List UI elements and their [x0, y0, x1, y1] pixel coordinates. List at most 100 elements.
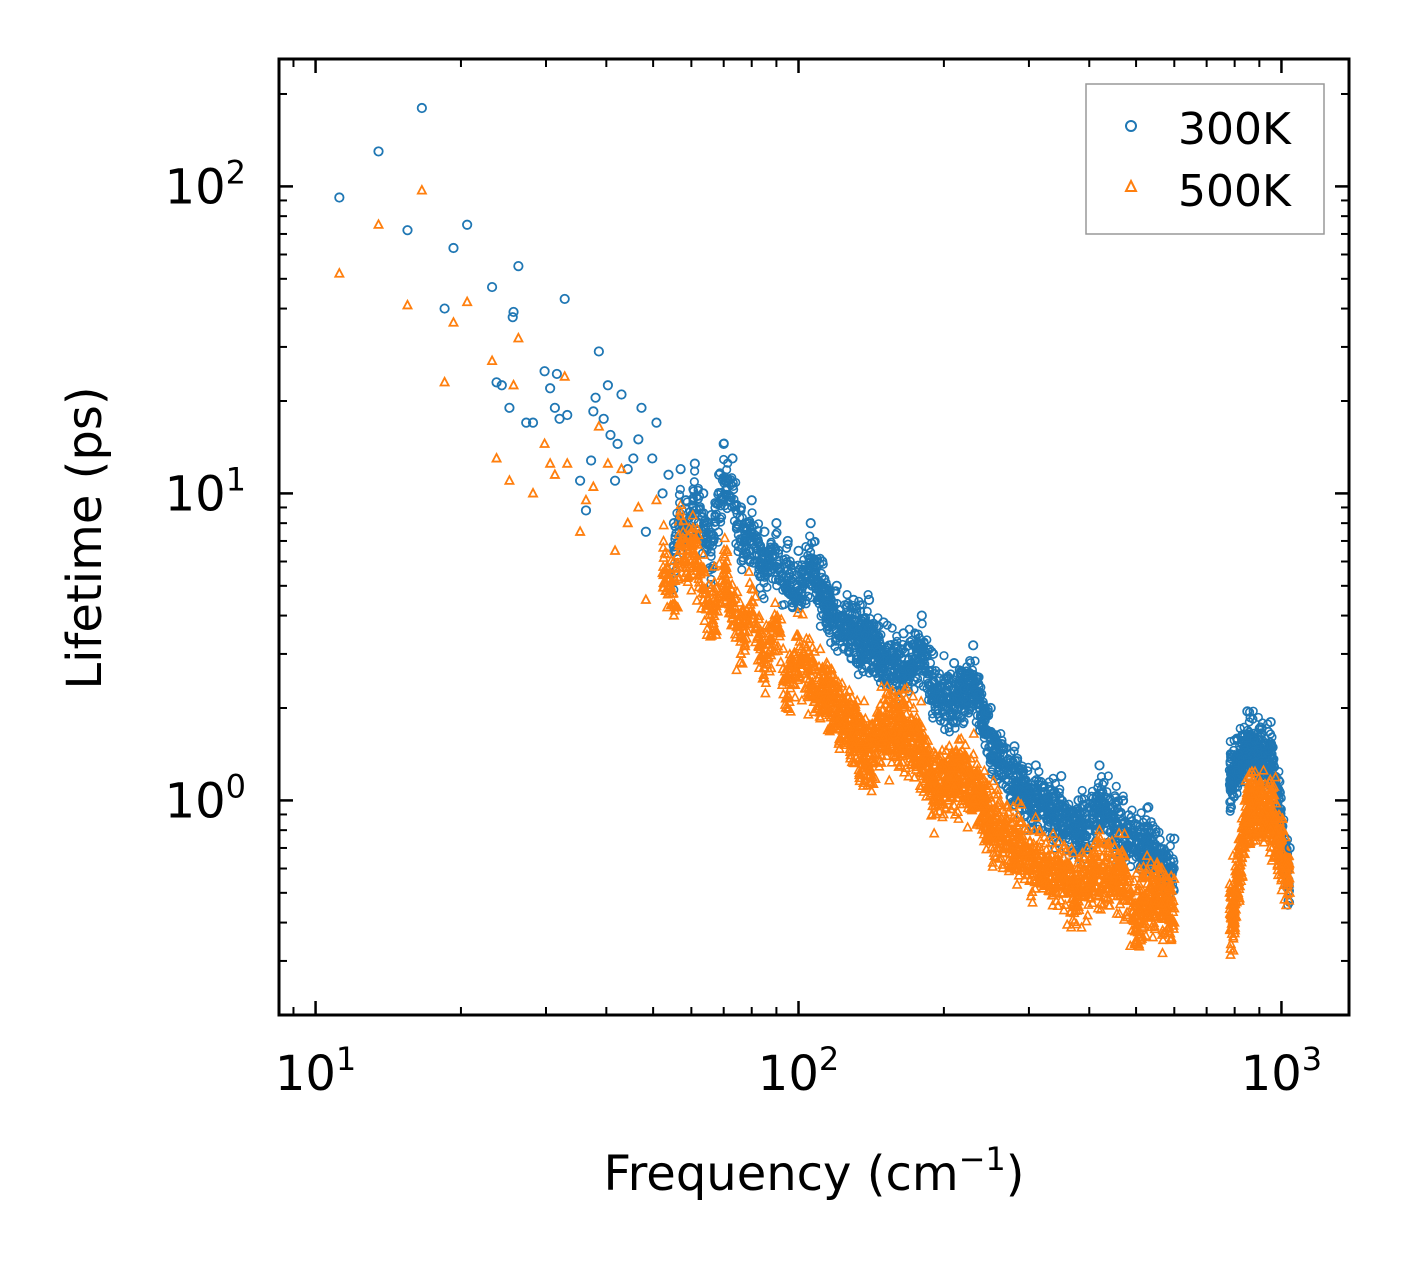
point-300k-dense	[994, 757, 1004, 767]
point-300k-dense	[1150, 829, 1160, 839]
point-300k-dense	[1102, 809, 1112, 819]
point-300k-dense	[917, 654, 927, 664]
point-300k-dense	[1263, 766, 1273, 776]
point-300k-dense	[1003, 783, 1013, 793]
point-300k-dense	[863, 589, 873, 600]
point-300k-dense	[1118, 819, 1128, 829]
point-300k-dense	[689, 477, 699, 487]
point-300k-dense	[942, 685, 953, 696]
point-300k-dense	[1093, 778, 1104, 788]
point-300k-dense	[1025, 785, 1035, 795]
point-300k-dense	[737, 534, 747, 544]
point-300k-dense	[933, 681, 943, 691]
point-300k-dense	[815, 559, 825, 569]
point-300k-dense	[924, 680, 934, 690]
point-300k-dense	[891, 674, 902, 684]
point-300k-dense	[1010, 756, 1020, 766]
point-300k-dense	[793, 592, 804, 602]
point-300k-dense	[717, 512, 727, 522]
point-300k-dense	[948, 708, 958, 719]
point-300k-dense	[1111, 781, 1121, 791]
point-300k-dense	[898, 673, 908, 684]
point-300k-dense	[1274, 767, 1284, 777]
point-300k-dense	[1110, 805, 1120, 815]
point-300k-dense	[720, 472, 730, 482]
point-300k-dense	[760, 563, 771, 573]
point-300k-dense	[954, 692, 964, 702]
point-300k-dense	[1127, 805, 1137, 815]
point-300k-dense	[1146, 836, 1156, 846]
point-500k-dense	[686, 584, 697, 595]
point-300k-dense	[741, 519, 751, 529]
point-300k-dense	[1093, 797, 1103, 807]
point-300k-dense	[893, 664, 903, 674]
point-300k-dense	[956, 713, 967, 723]
point-300k-dense	[1086, 791, 1097, 801]
point-300k-dense	[884, 656, 895, 666]
point-300k-dense	[731, 538, 741, 549]
point-300k-dense	[846, 653, 856, 663]
point-500k-dense	[658, 519, 670, 530]
point-300k-dense	[731, 521, 742, 532]
point-300k-dense	[1244, 717, 1254, 727]
point-300k-dense	[959, 693, 969, 703]
point-300k-dense	[909, 639, 920, 649]
point-300k-dense	[1113, 796, 1124, 806]
point-300k-dense	[919, 643, 929, 653]
point-300k-dense	[1062, 824, 1073, 834]
point-300k-dense	[939, 651, 949, 661]
point-300k-dense	[1077, 785, 1087, 796]
point-300k-dense	[906, 664, 916, 674]
point-300k-dense	[857, 663, 867, 674]
point-300k-dense	[708, 537, 718, 547]
point-300k-dense	[1085, 832, 1095, 843]
point-300k-dense	[824, 615, 834, 625]
point-300k-dense	[751, 531, 761, 541]
point-300k-dense	[919, 663, 929, 673]
point-300k-dense	[988, 754, 998, 764]
point-300k-dense	[830, 642, 840, 652]
point-300k-dense	[759, 568, 769, 579]
point-500k-dense	[968, 748, 979, 759]
point-300k-dense	[682, 497, 692, 507]
point-300k-dense	[1102, 787, 1112, 797]
point-300k-dense	[1132, 832, 1142, 842]
point-300k-dense	[1103, 771, 1113, 781]
point-300k-dense	[700, 518, 710, 528]
point-300k-dense	[769, 542, 779, 552]
point-300k-dense	[1263, 727, 1274, 737]
point-300k-dense	[913, 629, 923, 639]
point-300k-dense	[927, 646, 937, 657]
point-300k-dense	[987, 728, 997, 739]
point-300k-dense	[1017, 775, 1027, 785]
point-300k-dense	[963, 668, 973, 678]
point-300k-dense	[693, 494, 703, 504]
point-300k-dense	[1136, 808, 1146, 818]
point-300k-dense	[850, 609, 860, 619]
point-300k-dense	[757, 554, 767, 565]
point-300k-dense	[1258, 739, 1268, 750]
point-300k-dense	[722, 474, 732, 484]
point-300k-dense	[754, 540, 764, 551]
point-300k-dense	[801, 595, 811, 606]
point-300k-dense	[1014, 763, 1025, 774]
point-300k-dense	[707, 541, 718, 551]
point-300k-dense	[944, 727, 955, 737]
point-300k-dense	[745, 557, 755, 567]
point-300k-dense	[1237, 730, 1247, 740]
point-300k-dense	[950, 718, 961, 728]
point-300k-dense	[722, 484, 732, 494]
point-300k-dense	[910, 672, 921, 682]
point-300k-dense	[917, 619, 927, 629]
point-300k-dense	[1033, 783, 1043, 793]
point-300k-dense	[969, 680, 979, 690]
point-300k-dense	[1080, 807, 1090, 818]
point-300k-dense	[957, 704, 967, 714]
point-300k-dense	[1143, 821, 1153, 831]
point-300k-dense	[800, 561, 810, 572]
point-300k-dense	[1095, 820, 1105, 830]
point-300k-dense	[1064, 799, 1074, 809]
point-300k-dense	[927, 693, 937, 703]
point-300k-dense	[853, 626, 863, 636]
